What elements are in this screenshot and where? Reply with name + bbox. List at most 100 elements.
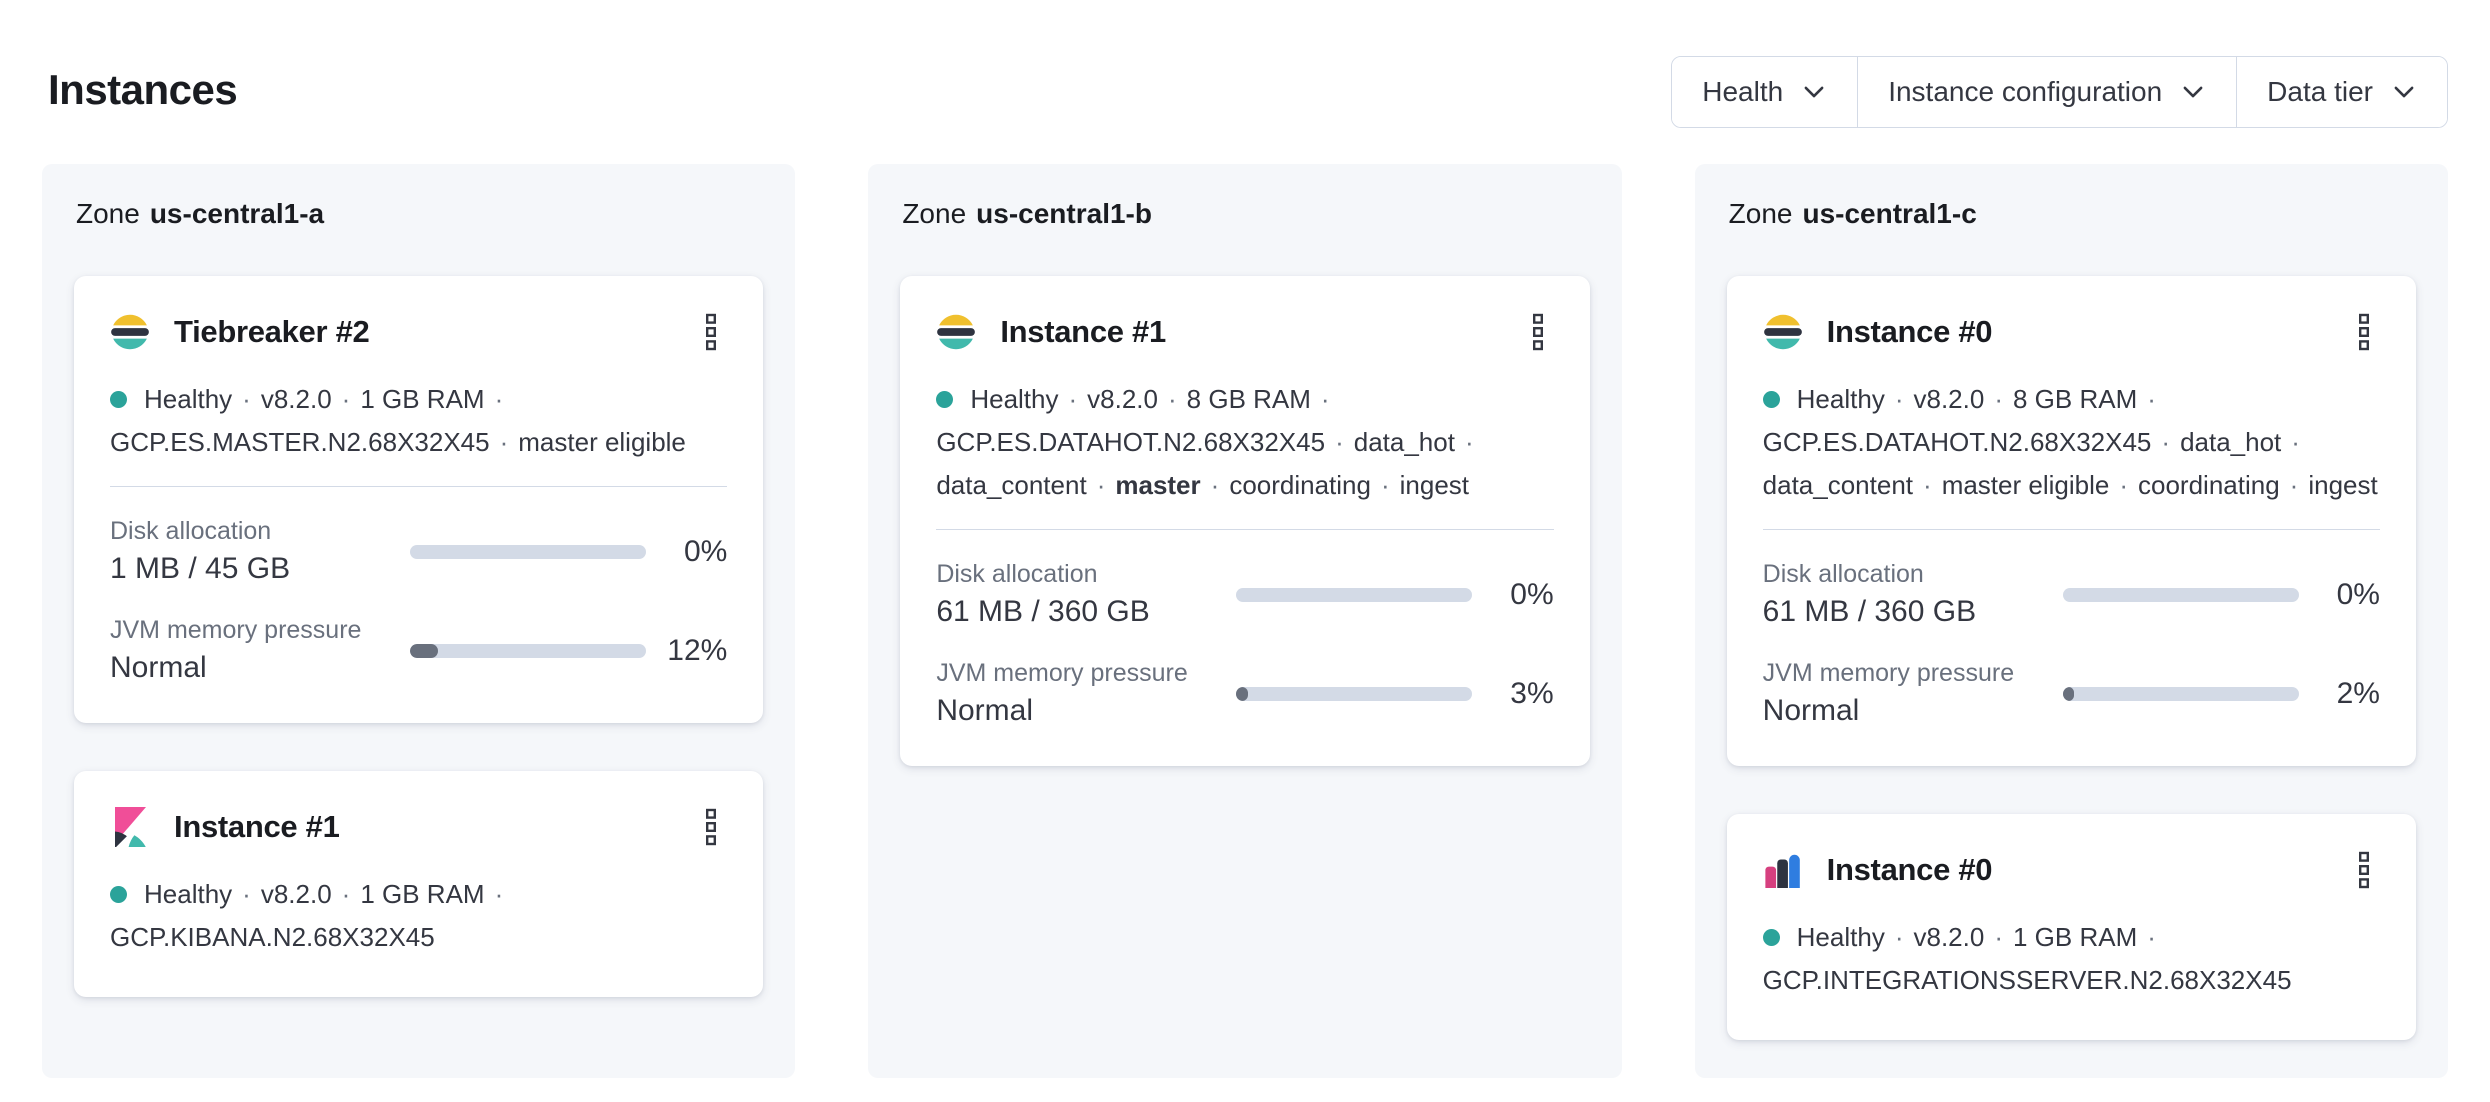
- instance-menu-button[interactable]: [695, 310, 727, 354]
- status-text: GCP.KIBANA.N2.68X32X45: [110, 922, 435, 952]
- separator-dot: ·: [1068, 384, 1078, 414]
- zone-word: Zone: [902, 198, 967, 229]
- integrations-server-logo: [1765, 854, 1800, 888]
- separator-dot: ·: [1894, 922, 1904, 952]
- status-text: v8.2.0: [1087, 384, 1158, 414]
- progress-bar: [410, 544, 646, 559]
- zone-label: Zone us-central1-a: [76, 198, 763, 230]
- zone-word: Zone: [1728, 198, 1793, 229]
- zone-label: Zone us-central1-b: [902, 198, 1589, 230]
- status-line: GCP.KIBANA.N2.68X32X45: [110, 916, 727, 959]
- zone-name: us-central1-a: [149, 198, 325, 229]
- status-text: Healthy: [144, 384, 233, 414]
- elasticsearch-logo: [1763, 312, 1803, 352]
- separator-dot: ·: [2119, 470, 2128, 500]
- instance-title: Instance #1: [174, 809, 340, 844]
- filter-label: Health: [1702, 76, 1784, 107]
- status-text: 1 GB RAM: [360, 384, 485, 414]
- instance-card: Tiebreaker #2 Healthy · v8.2.0 · 1 GB RAM · GC…: [74, 276, 764, 723]
- metric-value: 1 MB / 45 GB: [110, 552, 291, 585]
- instance-card: Instance #1 Healthy · v8.2.0 · 8 GB RAM · GCP.…: [900, 276, 1590, 766]
- status-text: GCP.INTEGRATIONSSERVER.N2.68X32X45: [1762, 965, 2292, 995]
- metric-value: 61 MB / 360 GB: [936, 595, 1150, 628]
- status-text: v8.2.0: [260, 879, 332, 909]
- separator-dot: ·: [494, 384, 504, 414]
- status-text: Healthy: [1796, 922, 1885, 952]
- instance-menu-button[interactable]: [695, 805, 727, 849]
- boxes-vertical-icon: [706, 808, 717, 846]
- separator-dot: ·: [1210, 470, 1220, 500]
- separator-dot: ·: [1335, 427, 1344, 457]
- zone-label: Zone us-central1-c: [1729, 198, 2416, 230]
- filter-button-health[interactable]: Health: [1672, 57, 1858, 127]
- boxes-vertical-icon: [2358, 851, 2369, 889]
- metric-value: Normal: [110, 651, 207, 684]
- health-dot: [110, 885, 127, 903]
- zone-name: us-central1-b: [976, 198, 1152, 229]
- chevron-down-icon: [1804, 86, 1824, 98]
- progress-bar: [1236, 587, 1473, 602]
- metric-percent: 12%: [667, 633, 728, 667]
- instance-status: Healthy · v8.2.0 · 1 GB RAM · GCP.INTEGRATIONS…: [1762, 916, 2380, 1002]
- metric-jvm-memory-pressure: JVM memory pressure Normal 2%: [1763, 659, 2380, 728]
- metric-percent: 0%: [1510, 577, 1554, 611]
- status-text: v8.2.0: [260, 384, 332, 414]
- metrics-section: Disk allocation 61 MB / 360 GB 0% JVM me…: [1763, 560, 2380, 728]
- metric-value: Normal: [1762, 694, 1860, 727]
- separator-dot: ·: [1994, 384, 2003, 414]
- status-text: master eligible: [1941, 470, 2110, 500]
- status-text: GCP.ES.DATAHOT.N2.68X32X45: [936, 427, 1326, 457]
- metric-label: JVM memory pressure: [110, 616, 362, 644]
- health-dot: [110, 390, 127, 408]
- status-line: GCP.ES.DATAHOT.N2.68X32X45 · data_hot ·: [1763, 421, 2380, 464]
- integrations-server-logo: [1763, 850, 1803, 890]
- separator-dot: ·: [341, 384, 351, 414]
- filter-button-instance-configuration[interactable]: Instance configuration: [1857, 57, 2237, 127]
- metric-label: Disk allocation: [110, 517, 272, 545]
- metric-disk-allocation: Disk allocation 1 MB / 45 GB 0%: [110, 517, 727, 586]
- separator-dot: ·: [494, 879, 504, 909]
- metric-percent: 3%: [1510, 676, 1554, 710]
- status-line: data_content · master · coordinating · ingest: [936, 464, 1553, 507]
- instance-status: Healthy · v8.2.0 · 1 GB RAM · GCP.ES.MASTER.N2…: [110, 378, 727, 464]
- status-text: v8.2.0: [1913, 922, 1985, 952]
- separator-dot: ·: [1894, 384, 1904, 414]
- filter-button-data-tier[interactable]: Data tier: [2236, 57, 2447, 127]
- separator-dot: ·: [1923, 470, 1932, 500]
- separator-dot: ·: [2147, 384, 2156, 414]
- status-text: data_content: [936, 470, 1087, 500]
- status-text: data_hot: [2180, 427, 2282, 457]
- kibana-logo: [115, 807, 146, 847]
- status-text: Healthy: [970, 384, 1059, 414]
- status-line: Healthy · v8.2.0 · 8 GB RAM ·: [936, 378, 1553, 421]
- instance-title: Tiebreaker #2: [174, 314, 370, 349]
- instance-title: Instance #0: [1826, 314, 1993, 349]
- zone-cards: Tiebreaker #2 Healthy · v8.2.0 · 1 GB RAM · GC…: [74, 276, 764, 997]
- progress-bar: [410, 643, 646, 658]
- instance-status: Healthy · v8.2.0 · 1 GB RAM · GCP.KIBANA.N2.68…: [110, 873, 727, 959]
- instance-menu-button[interactable]: [2348, 310, 2380, 354]
- filter-group: Health Instance configuration Data tier: [1671, 56, 2448, 128]
- progress-bar-fill: [2062, 686, 2075, 701]
- status-text: 1 GB RAM: [360, 879, 485, 909]
- status-text: 8 GB RAM: [1186, 384, 1311, 414]
- separator-dot: ·: [2147, 922, 2156, 952]
- zone-panel-us-central1-c: Zone us-central1-c Instance #0 Healthy · v8…: [1694, 164, 2448, 1078]
- status-text: master eligible: [518, 427, 686, 457]
- metric-label: Disk allocation: [1762, 560, 1924, 588]
- status-text: ingest: [2308, 470, 2378, 500]
- chevron-down-icon: [2183, 86, 2203, 98]
- metric-percent: 0%: [2336, 577, 2380, 611]
- metric-value: Normal: [936, 694, 1034, 727]
- separator-dot: ·: [2161, 427, 2171, 457]
- progress-bar: [1236, 686, 1473, 701]
- kibana-logo: [110, 807, 150, 847]
- card-divider: [1762, 529, 2380, 530]
- instance-menu-button[interactable]: [1522, 310, 1554, 354]
- separator-dot: ·: [242, 384, 251, 414]
- metric-label: Disk allocation: [936, 560, 1098, 588]
- health-dot: [936, 390, 954, 408]
- instance-menu-button[interactable]: [2348, 848, 2380, 892]
- status-text: v8.2.0: [1913, 384, 1985, 414]
- progress-bar: [2062, 587, 2299, 602]
